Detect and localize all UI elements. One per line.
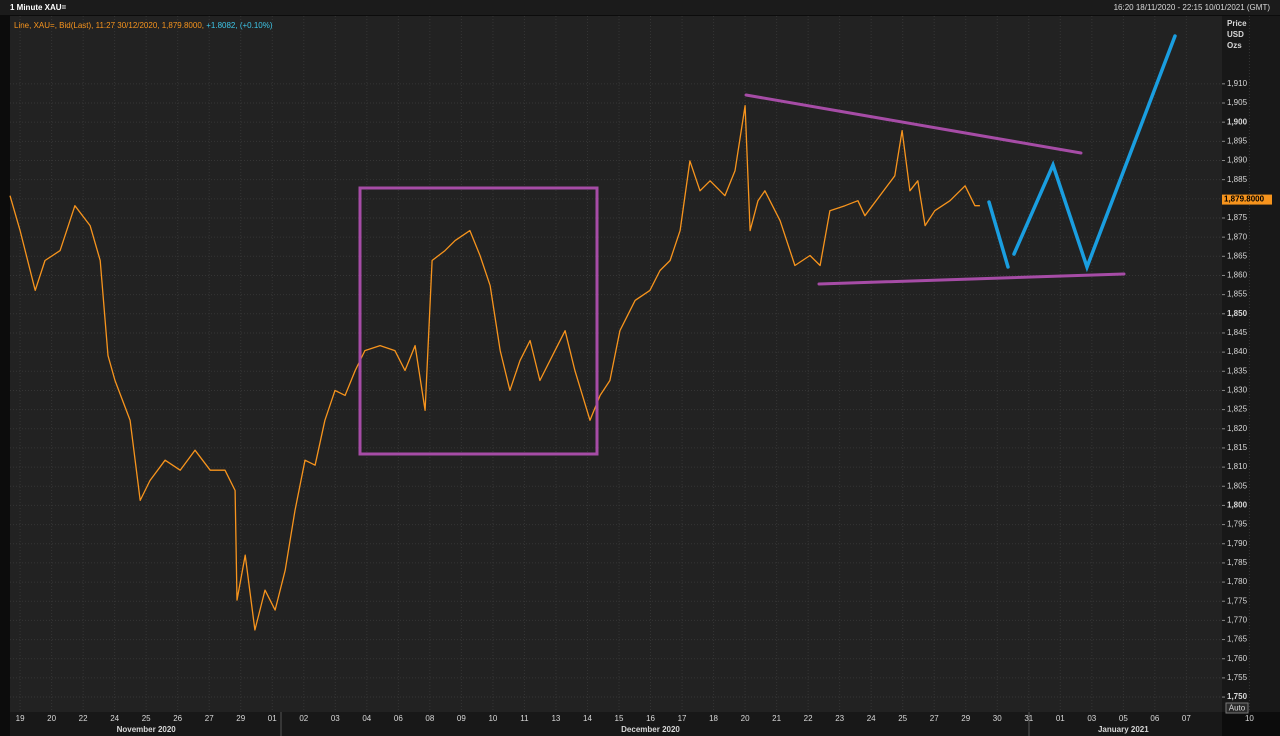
x-tick-label: 31 <box>1024 714 1033 723</box>
x-tick-label: 13 <box>551 714 560 723</box>
x-tick-label: 11 <box>520 714 529 723</box>
x-tick-label: 03 <box>331 714 340 723</box>
y-tick-label: 1,905 <box>1227 98 1248 107</box>
month-label: January 2021 <box>1098 725 1149 734</box>
x-tick-label: 20 <box>47 714 56 723</box>
x-tick-label: 08 <box>425 714 434 723</box>
legend-change: +1.8082, (+0.10%) <box>206 21 273 30</box>
y-tick-label: 1,815 <box>1227 443 1248 452</box>
x-tick-label: 18 <box>709 714 718 723</box>
y-tick-label: 1,830 <box>1227 386 1248 395</box>
x-tick-label: 25 <box>898 714 907 723</box>
x-tick-label: 15 <box>615 714 624 723</box>
plot-area <box>10 16 1222 712</box>
x-axis-area <box>10 712 1222 736</box>
month-label: November 2020 <box>117 725 177 734</box>
y-tick-label: 1,860 <box>1227 271 1248 280</box>
y-tick-label: 1,805 <box>1227 481 1248 490</box>
x-tick-label: 24 <box>110 714 119 723</box>
x-tick-label: 06 <box>394 714 403 723</box>
y-tick-label: 1,770 <box>1227 616 1248 625</box>
y-tick-label: 1,800 <box>1227 501 1248 510</box>
resistance-line <box>744 93 1083 155</box>
y-tick-label: 1,870 <box>1227 232 1248 241</box>
y-axis-area <box>1222 16 1280 712</box>
auto-button[interactable] <box>1225 702 1249 714</box>
auto-button-label[interactable]: Auto <box>1229 704 1246 713</box>
x-tick-label: 23 <box>835 714 844 723</box>
x-tick-label: 02 <box>299 714 308 723</box>
y-axis-label: Price <box>1227 19 1247 28</box>
x-tick-label: 01 <box>1056 714 1065 723</box>
chart-title: 1 Minute XAU= <box>10 3 67 12</box>
x-tick-label: 25 <box>142 714 151 723</box>
x-tick-label: 27 <box>205 714 214 723</box>
x-tick-label: 21 <box>772 714 781 723</box>
y-tick-label: 1,810 <box>1227 462 1248 471</box>
x-tick-label: 24 <box>867 714 876 723</box>
last-price-label: 1,879.8000 <box>1224 195 1265 204</box>
x-tick-label: 01 <box>268 714 277 723</box>
y-tick-label: 1,900 <box>1227 117 1248 126</box>
x-tick-label: 04 <box>362 714 371 723</box>
x-tick-label: 22 <box>79 714 88 723</box>
y-tick-label: 1,820 <box>1227 424 1248 433</box>
y-tick-label: 1,790 <box>1227 539 1248 548</box>
x-tick-label: 10 <box>488 714 497 723</box>
x-tick-label: 20 <box>741 714 750 723</box>
x-tick-label: 09 <box>457 714 466 723</box>
y-axis-label: Ozs <box>1227 41 1242 50</box>
x-tick-label: 19 <box>16 714 25 723</box>
y-tick-label: 1,845 <box>1227 328 1248 337</box>
last-price-box <box>1222 194 1272 205</box>
y-tick-label: 1,875 <box>1227 213 1248 222</box>
x-tick-label: 03 <box>1087 714 1096 723</box>
x-tick-label: 17 <box>678 714 687 723</box>
y-tick-label: 1,795 <box>1227 520 1248 529</box>
range-box <box>358 186 599 456</box>
y-tick-label: 1,775 <box>1227 596 1248 605</box>
x-tick-label: 06 <box>1150 714 1159 723</box>
legend-text: Line, XAU=, Bid(Last), 11:27 30/12/2020,… <box>14 21 204 30</box>
x-tick-label: 27 <box>930 714 939 723</box>
y-tick-label: 1,760 <box>1227 654 1248 663</box>
x-tick-label: 10 <box>1245 714 1254 723</box>
y-tick-label: 1,865 <box>1227 251 1248 260</box>
y-tick-label: 1,765 <box>1227 635 1248 644</box>
x-tick-label: 16 <box>646 714 655 723</box>
x-tick-label: 26 <box>173 714 182 723</box>
x-tick-label: 29 <box>961 714 970 723</box>
x-tick-label: 30 <box>993 714 1002 723</box>
y-tick-label: 1,780 <box>1227 577 1248 586</box>
y-tick-label: 1,755 <box>1227 673 1248 682</box>
y-axis-label: USD <box>1227 30 1244 39</box>
annotations <box>358 34 1177 456</box>
x-tick-label: 29 <box>236 714 245 723</box>
time-range: 16:20 18/11/2020 - 22:15 10/01/2021 (GMT… <box>1114 3 1271 12</box>
y-tick-label: 1,855 <box>1227 290 1248 299</box>
x-tick-label: 22 <box>804 714 813 723</box>
x-tick-label: 05 <box>1119 714 1128 723</box>
y-tick-label: 1,750 <box>1227 692 1248 701</box>
legend: Line, XAU=, Bid(Last), 11:27 30/12/2020,… <box>14 21 273 30</box>
y-tick-label: 1,825 <box>1227 405 1248 414</box>
month-label: December 2020 <box>621 725 680 734</box>
y-tick-label: 1,890 <box>1227 156 1248 165</box>
y-tick-label: 1,835 <box>1227 366 1248 375</box>
x-tick-label: 14 <box>583 714 592 723</box>
projection <box>987 200 1010 269</box>
y-tick-label: 1,895 <box>1227 136 1248 145</box>
y-tick-label: 1,850 <box>1227 309 1248 318</box>
price-line <box>9 105 980 631</box>
y-tick-label: 1,785 <box>1227 558 1248 567</box>
support-line <box>817 272 1126 286</box>
y-tick-label: 1,910 <box>1227 79 1248 88</box>
y-tick-label: 1,840 <box>1227 347 1248 356</box>
projection <box>1012 34 1177 273</box>
title-bar <box>0 0 1280 15</box>
x-tick-label: 07 <box>1182 714 1191 723</box>
y-tick-label: 1,885 <box>1227 175 1248 184</box>
